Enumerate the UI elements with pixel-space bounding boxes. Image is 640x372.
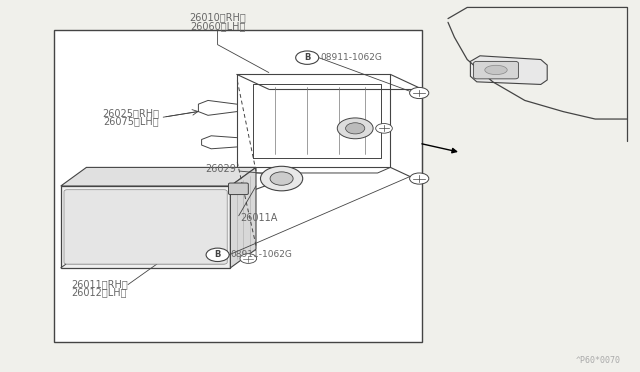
Circle shape <box>240 254 257 263</box>
Circle shape <box>206 248 229 262</box>
Text: 26029: 26029 <box>205 164 236 174</box>
Text: 26025〈RH〉: 26025〈RH〉 <box>102 109 160 118</box>
Text: 26060〈LH〉: 26060〈LH〉 <box>190 21 245 31</box>
Circle shape <box>337 118 373 139</box>
Polygon shape <box>61 167 256 186</box>
Text: 08911-1062G: 08911-1062G <box>230 250 292 259</box>
Circle shape <box>410 87 429 99</box>
Circle shape <box>270 172 293 185</box>
Text: 26011〈RH〉: 26011〈RH〉 <box>71 280 127 289</box>
FancyBboxPatch shape <box>64 190 227 264</box>
Text: B: B <box>214 250 221 259</box>
Polygon shape <box>230 167 256 268</box>
Text: 26012〈LH〉: 26012〈LH〉 <box>72 287 127 297</box>
Circle shape <box>346 123 365 134</box>
Text: 26075〈LH〉: 26075〈LH〉 <box>104 116 159 126</box>
Circle shape <box>410 173 429 184</box>
Polygon shape <box>470 56 547 84</box>
FancyBboxPatch shape <box>474 61 518 79</box>
Bar <box>54 30 422 342</box>
Text: ^P60*0070: ^P60*0070 <box>576 356 621 365</box>
Polygon shape <box>61 186 230 268</box>
Text: B: B <box>304 53 310 62</box>
Circle shape <box>296 51 319 64</box>
Text: 08911-1062G: 08911-1062G <box>320 53 382 62</box>
Ellipse shape <box>485 65 508 74</box>
Text: 26011A: 26011A <box>240 213 277 222</box>
Circle shape <box>376 124 392 133</box>
Circle shape <box>260 166 303 191</box>
FancyBboxPatch shape <box>228 183 248 195</box>
Text: 26010〈RH〉: 26010〈RH〉 <box>189 12 246 22</box>
